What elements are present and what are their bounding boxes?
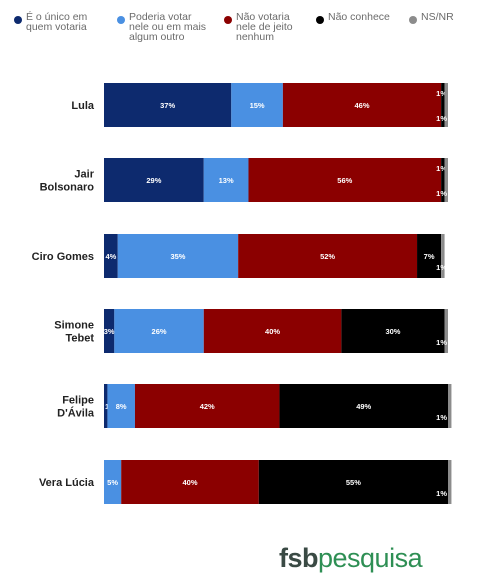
bar-segment bbox=[279, 384, 448, 428]
bar-value-label: 8% bbox=[116, 402, 127, 411]
bar-value-label: 26% bbox=[152, 327, 167, 336]
bar-segment bbox=[417, 234, 442, 278]
bar-value-label: 52% bbox=[320, 252, 335, 261]
bar-value-label: 1% bbox=[436, 89, 447, 98]
bar-segment bbox=[107, 384, 135, 428]
bar-segment bbox=[448, 460, 452, 504]
bar-segment bbox=[134, 384, 280, 428]
bar-value-label: 29% bbox=[146, 176, 161, 185]
bar-segment bbox=[248, 158, 442, 202]
bar-segment bbox=[444, 158, 448, 202]
bar-segment bbox=[104, 158, 204, 202]
bar-value-label: 1% bbox=[436, 114, 447, 123]
legend-item: Poderia votar nele ou em mais algum outr… bbox=[117, 12, 206, 42]
legend-item: NS/NR bbox=[409, 12, 454, 24]
bar-value-label: 1% bbox=[436, 189, 447, 198]
category-label: Felipe D'Ávila bbox=[57, 395, 95, 420]
bar-segment bbox=[117, 234, 239, 278]
bar-segment bbox=[444, 309, 448, 353]
bar-value-label: 5% bbox=[107, 478, 118, 487]
legend-swatch bbox=[224, 16, 232, 24]
chart-legend: É o único em quem votaria Poderia votar n… bbox=[0, 0, 477, 60]
bar-segment bbox=[104, 83, 232, 127]
brand-logo: fsbpesquisa bbox=[279, 543, 423, 573]
bar-value-label: 40% bbox=[265, 327, 280, 336]
category-label: Vera Lúcia bbox=[39, 477, 95, 489]
legend-swatch bbox=[117, 16, 125, 24]
bar-segment bbox=[441, 234, 445, 278]
bar-value-label: 30% bbox=[385, 327, 400, 336]
legend-item: Não conhece bbox=[316, 12, 390, 24]
legend-label: Não conhece bbox=[328, 11, 390, 23]
bar-value-label: 13% bbox=[219, 176, 234, 185]
legend-swatch bbox=[316, 16, 324, 24]
bar-segment bbox=[203, 158, 249, 202]
brand-logo-fsb: fsb bbox=[279, 543, 319, 573]
legend-swatch bbox=[409, 16, 417, 24]
bar-segment bbox=[104, 309, 115, 353]
category-label: Lula bbox=[71, 100, 94, 112]
bar-value-label: 1% bbox=[436, 338, 447, 347]
legend-label: Poderia votar nele ou em mais algum outr… bbox=[129, 11, 207, 43]
bar-segment bbox=[444, 83, 448, 127]
bar-value-label: 1% bbox=[436, 413, 447, 422]
bar-value-label: 56% bbox=[337, 176, 352, 185]
bar-value-label: 15% bbox=[250, 101, 265, 110]
legend-label: Não votaria nele de jeito nenhum bbox=[236, 11, 293, 43]
bar-segment bbox=[104, 460, 122, 504]
bar-value-label: 42% bbox=[200, 402, 215, 411]
legend-item: Não votaria nele de jeito nenhum bbox=[224, 12, 293, 42]
bar-value-label: 49% bbox=[356, 402, 371, 411]
legend-label: NS/NR bbox=[421, 11, 454, 23]
bar-value-label: 1% bbox=[436, 263, 447, 272]
brand-logo-pesquisa: pesquisa bbox=[318, 543, 423, 573]
bar-value-label: 46% bbox=[354, 101, 369, 110]
category-label: Simone Tebet bbox=[54, 320, 94, 345]
bar-value-label: 55% bbox=[346, 478, 361, 487]
bar-value-label: 1% bbox=[436, 164, 447, 173]
bar-value-label: 40% bbox=[182, 478, 197, 487]
bar-segment bbox=[282, 83, 442, 127]
bar-value-label: 4% bbox=[105, 252, 116, 261]
legend-label: É o único em quem votaria bbox=[26, 11, 88, 33]
legend-swatch bbox=[14, 16, 22, 24]
legend-item: É o único em quem votaria bbox=[14, 12, 87, 32]
bar-segment bbox=[121, 460, 259, 504]
bar-segment bbox=[114, 309, 204, 353]
bar-value-label: 3% bbox=[104, 327, 115, 336]
bar-segment bbox=[231, 83, 283, 127]
bar-segment bbox=[258, 460, 448, 504]
category-label: Ciro Gomes bbox=[32, 251, 94, 263]
bar-value-label: 35% bbox=[170, 252, 185, 261]
bar-segment bbox=[238, 234, 418, 278]
bar-segment bbox=[104, 234, 118, 278]
bar-segment bbox=[441, 83, 445, 127]
bar-value-label: 1% bbox=[436, 489, 447, 498]
bar-segment bbox=[203, 309, 342, 353]
bar-segment bbox=[441, 158, 445, 202]
bar-value-label: 37% bbox=[160, 101, 175, 110]
stacked-bar-chart: Lula 37% 15% 46% 1% 1% Jair Bolsonaro 29% 13% 56% 1… bbox=[32, 83, 452, 504]
bar-segment bbox=[448, 384, 452, 428]
bar-segment bbox=[341, 309, 445, 353]
category-label: Jair Bolsonaro bbox=[40, 169, 95, 194]
bar-segment bbox=[104, 384, 108, 428]
bar-value-label: 7% bbox=[424, 252, 435, 261]
